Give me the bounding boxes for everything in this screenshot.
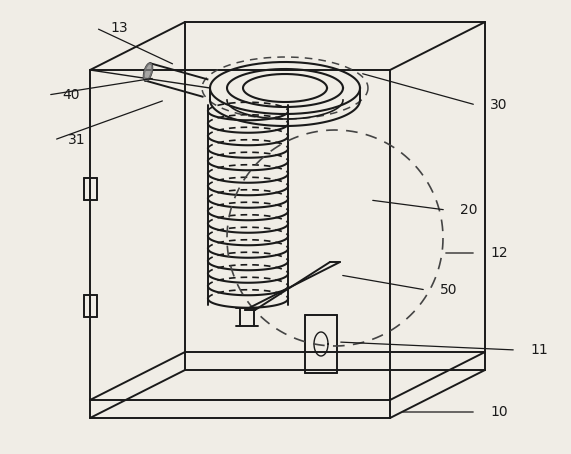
Text: 30: 30 <box>490 98 508 112</box>
Text: 40: 40 <box>62 88 79 102</box>
Text: 50: 50 <box>440 283 457 297</box>
Text: 10: 10 <box>490 405 508 419</box>
Polygon shape <box>144 63 152 81</box>
Text: 20: 20 <box>460 203 477 217</box>
Text: 12: 12 <box>490 246 508 260</box>
Text: 11: 11 <box>530 343 548 357</box>
Text: 31: 31 <box>68 133 86 147</box>
Text: 13: 13 <box>110 21 128 35</box>
